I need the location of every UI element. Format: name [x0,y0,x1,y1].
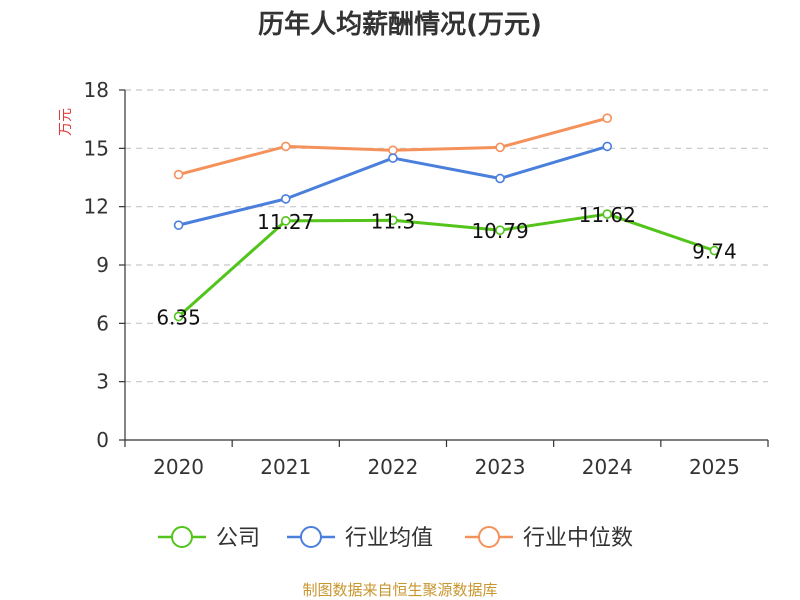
x-tick-label-2024: 2024 [582,455,633,479]
y-tick-label: 6 [96,311,109,335]
data-label: 9.74 [692,240,737,264]
series-1-point [280,194,291,204]
series-0-point [173,311,184,322]
data-label: 11.62 [579,203,636,227]
series-2-point [388,145,398,156]
series-layer [173,113,720,322]
series-0-point [388,215,398,226]
legend-marker-icon [478,526,500,548]
x-tick-label-2021: 2021 [260,455,311,479]
data-label: 11.27 [257,210,314,234]
x-tick-label-2023: 2023 [475,455,526,479]
data-label: 10.79 [471,219,528,243]
data-label: 11.3 [371,209,416,233]
y-tick-label: 15 [84,136,109,160]
legend-item: 行业均值 [287,526,433,551]
x-tick-label-2022: 2022 [367,455,418,479]
legend-label: 行业均值 [345,526,433,551]
series-2-point [173,169,184,180]
legend-label: 行业中位数 [523,526,633,551]
series-0-point [495,225,505,235]
chart-title: 历年人均薪酬情况(万元) [258,9,542,40]
source-note: 制图数据来自恒生聚源数据库 [302,581,497,599]
legend: 公司 行业均值 行业中位数 [158,526,633,551]
series-1-point [173,220,184,230]
series-0-point [280,216,291,226]
y-tick-label: 0 [96,428,109,452]
data-labels: 6.35 11.27 11.3 10.79 11.62 9.74 [156,203,736,329]
y-axis-label: 万元 [58,108,74,136]
series-0-point [602,209,613,219]
series-2-point [495,142,505,153]
y-tick-label: 12 [84,195,109,219]
y-tick-label: 18 [84,78,109,102]
legend-marker-icon [300,526,322,548]
series-2-point [602,113,613,123]
series-1-point [495,173,505,184]
x-tick-label-2020: 2020 [153,455,204,479]
data-label: 6.35 [156,306,201,330]
series-1-point [388,153,398,163]
series-0-line [177,212,716,319]
legend-marker-icon [171,526,193,548]
legend-item: 公司 [158,526,260,551]
series-0-point [709,245,720,256]
x-tick-label-2025: 2025 [689,455,740,479]
axes: 0 3 6 9 12 15 18 2020 2021 2022 2023 2024 2025 [84,78,769,479]
series-2-point [280,141,291,152]
series-1-point [602,141,613,152]
legend-item: 行业中位数 [465,526,633,551]
y-tick-label: 9 [96,253,109,277]
y-tick-label: 3 [96,370,109,394]
legend-label: 公司 [216,526,260,551]
